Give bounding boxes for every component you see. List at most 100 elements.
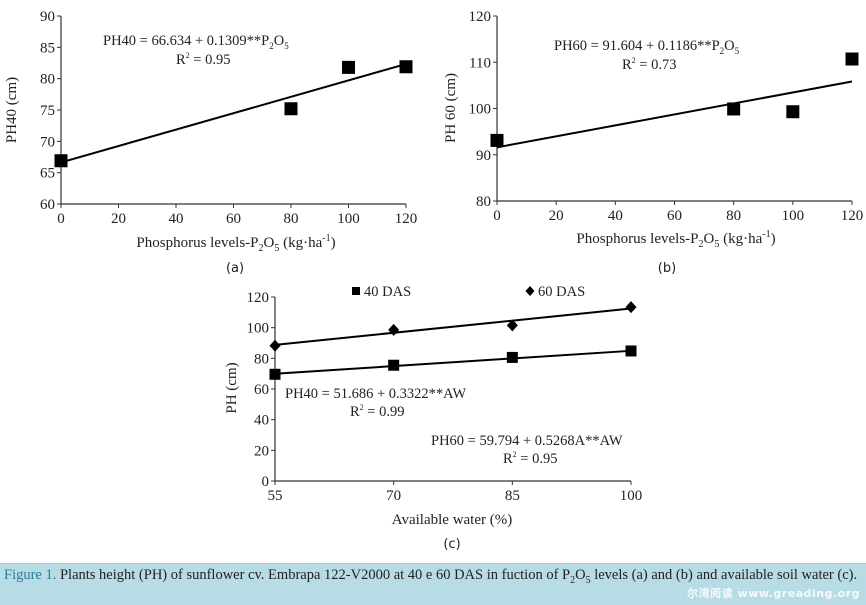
data-point-square [269, 368, 281, 380]
x-tick-label: 80 [284, 211, 299, 227]
data-point-square [786, 105, 800, 119]
y-tick-label: 60 [40, 197, 55, 213]
y-tick-label: 80 [40, 72, 55, 88]
panel-label-b: (b) [658, 261, 676, 276]
x-tick-label: 20 [111, 211, 126, 227]
x-tick-label: 0 [57, 211, 65, 227]
caption-sub-2: 5 [585, 574, 591, 586]
y-axis-c: 0 20 40 60 80 100 120 [247, 290, 276, 490]
data-point-square [388, 359, 400, 371]
data-point-square [342, 60, 355, 74]
data-point-square [506, 351, 518, 363]
series-marks-b [490, 52, 859, 149]
data-point-diamond [506, 319, 518, 332]
legend-marker-40das [352, 287, 360, 295]
x-axis-label-b: Phosphorus levels-P2O5 (kg·ha-1) [576, 229, 775, 250]
trend-line [60, 63, 407, 164]
y-tick-label: 20 [254, 443, 269, 459]
y-tick-label: 80 [476, 194, 491, 210]
y-tick-label: 80 [254, 351, 269, 367]
data-point-square [490, 133, 504, 147]
x-axis-b: 0 20 40 60 80 100 120 [493, 200, 864, 224]
r2-a: R2 = 0.95 [176, 51, 230, 68]
figure-caption: Figure 1. Plants height (PH) of sunflowe… [0, 563, 866, 605]
data-point-square [727, 102, 741, 116]
legend-label-40das: 40 DAS [364, 284, 411, 300]
y-axis-b: 80 90 100 110 120 [469, 9, 498, 210]
data-point-square [284, 102, 298, 116]
x-axis-label-a: Phosphorus levels-P2O5 (kg·ha-1) [136, 233, 335, 254]
y-tick-label: 90 [40, 9, 55, 25]
x-tick-label: 80 [726, 208, 741, 224]
x-axis-a: 0 20 40 60 80 100 120 [57, 203, 418, 227]
y-tick-label: 100 [247, 321, 270, 337]
panel-label-a: (a) [226, 261, 244, 276]
panel-label-c: (c) [443, 537, 460, 552]
y-tick-label: 0 [262, 474, 270, 490]
y-tick-label: 120 [469, 9, 492, 25]
x-tick-label: 85 [505, 488, 520, 504]
x-tick-label: 0 [493, 208, 501, 224]
r2-b: R2 = 0.73 [622, 56, 676, 73]
data-point-square [625, 345, 637, 357]
series-marks-c [269, 301, 637, 380]
legend-marker-60das [525, 286, 535, 296]
y-tick-label: 70 [40, 134, 55, 150]
equation-a: PH40 = 66.634 + 0.1309**P2O5 [103, 33, 289, 51]
y-axis-label-a: PH40 (cm) [4, 77, 20, 143]
trend-line [274, 349, 632, 375]
trend-line [274, 307, 632, 346]
y-tick-label: 60 [254, 382, 269, 398]
y-axis-a: 60 65 70 75 80 85 90 [40, 9, 62, 213]
trend-line [496, 80, 853, 149]
legend-c: 40 DAS 60 DAS [352, 284, 585, 300]
watermark: 尔湾阅读 www.greading.org [687, 587, 860, 600]
chart-panel-a: 60 65 70 75 80 85 90 0 20 40 60 80 100 120 PH40 (cm)… [4, 9, 417, 276]
x-tick-label: 20 [549, 208, 564, 224]
data-point-square [399, 60, 413, 74]
y-tick-label: 120 [247, 290, 270, 306]
caption-sub-1: 2 [570, 574, 576, 586]
y-axis-label-b: PH 60 (cm) [443, 73, 459, 143]
x-tick-label: 120 [841, 208, 864, 224]
series-marks-a [54, 60, 413, 168]
y-tick-label: 65 [40, 166, 55, 182]
caption-text-2: levels (a) and (b) and available soil wa… [590, 567, 858, 583]
data-point-square [54, 154, 68, 168]
y-tick-label: 40 [254, 413, 269, 429]
x-tick-label: 100 [782, 208, 805, 224]
caption-label: Figure 1. [4, 567, 57, 583]
x-tick-label: 40 [169, 211, 184, 227]
y-tick-label: 100 [469, 102, 492, 118]
x-tick-label: 100 [620, 488, 643, 504]
y-axis-label-c: PH (cm) [224, 362, 240, 413]
chart-panel-b: 80 90 100 110 120 0 20 40 60 80 100 120 PH 60 (cm)… [443, 9, 863, 276]
data-point-diamond [388, 323, 400, 336]
equation-c-40: PH40 = 51.686 + 0.3322**AW [285, 386, 466, 402]
r2-c-60: R2 = 0.95 [503, 450, 557, 467]
figure-canvas: 60 65 70 75 80 85 90 0 20 40 60 80 100 120 PH40 (cm)… [4, 9, 863, 552]
x-tick-label: 60 [667, 208, 682, 224]
x-axis-c: 55 70 85 100 [268, 480, 643, 504]
caption-mid: O [575, 567, 586, 583]
legend-label-60das: 60 DAS [538, 284, 585, 300]
equation-c-60: PH60 = 59.794 + 0.5268A**AW [431, 433, 623, 449]
y-tick-label: 85 [40, 40, 55, 56]
y-tick-label: 90 [476, 148, 491, 164]
x-tick-label: 60 [226, 211, 241, 227]
x-tick-label: 100 [337, 211, 360, 227]
y-tick-label: 110 [469, 55, 491, 71]
y-tick-label: 75 [40, 103, 55, 119]
x-tick-label: 40 [608, 208, 623, 224]
caption-text-1: Plants height (PH) of sunflower cv. Embr… [56, 567, 571, 583]
x-tick-label: 55 [268, 488, 283, 504]
x-tick-label: 120 [395, 211, 418, 227]
r2-c-40: R2 = 0.99 [350, 403, 404, 420]
equation-b: PH60 = 91.604 + 0.1186**P2O5 [554, 38, 740, 56]
data-point-diamond [269, 339, 281, 352]
data-point-diamond [625, 301, 637, 314]
data-point-square [845, 52, 859, 66]
x-axis-label-c: Available water (%) [392, 512, 513, 528]
x-tick-label: 70 [386, 488, 401, 504]
